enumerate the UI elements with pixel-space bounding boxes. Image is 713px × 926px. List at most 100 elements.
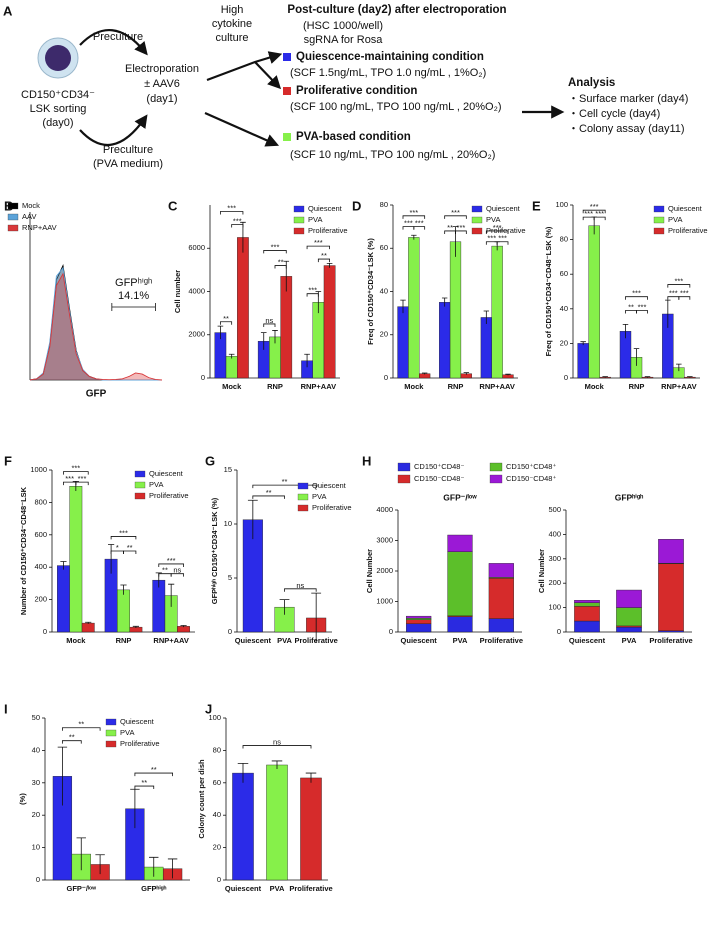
significance-label: **	[78, 720, 84, 729]
preculture-label: (PVA medium)	[93, 158, 163, 170]
x-tick-label: Quiescent	[569, 636, 606, 645]
error-bar	[400, 299, 406, 314]
significance-label: ***	[415, 219, 424, 228]
x-tick-label: RNP+AAV	[479, 382, 515, 391]
significance-label: ***	[71, 464, 80, 473]
error-bar	[85, 621, 92, 624]
error-bar	[168, 583, 175, 607]
legend-label: Proliferative	[312, 503, 352, 512]
significance-label: **	[628, 303, 634, 312]
significance-label: ns	[296, 581, 304, 590]
significance-label: ***	[457, 223, 466, 232]
y-tick-label: 200	[548, 578, 561, 587]
x-tick-label: RNP	[116, 636, 132, 645]
significance-label: **	[141, 778, 147, 787]
significance-label: ***	[493, 223, 502, 232]
x-tick-label: Quiescent	[401, 636, 438, 645]
condition-detail: (SCF 10 ng/mL, TPO 100 ng/mL , 20%O₂)	[290, 149, 495, 161]
error-bar	[108, 544, 115, 574]
y-axis-label: Freq of CD150⁺CD34⁻LSK (%)	[366, 238, 375, 345]
significance-bracket	[123, 550, 137, 554]
stacked-bar-segment	[658, 539, 684, 564]
stacked-bar-segment	[447, 551, 473, 617]
y-tick-label: 6000	[188, 243, 205, 252]
legend-label: CD150⁺CD48⁻	[414, 462, 464, 471]
y-tick-label: 200	[34, 595, 47, 604]
y-tick-label: 400	[548, 529, 561, 538]
error-bar	[237, 762, 249, 783]
significance-label: ***	[632, 289, 641, 298]
significance-bracket	[636, 310, 648, 314]
electroporation-label: ± AAV6	[144, 78, 180, 90]
panel-letter: F	[4, 453, 12, 468]
significance-label: ***	[498, 234, 507, 243]
condition-detail: (SCF 100 ng/mL, TPO 100 ng/mL , 20%O₂)	[290, 101, 502, 113]
significance-label: *	[116, 543, 119, 552]
significance-label: ***	[119, 528, 128, 537]
stacked-bar-segment	[447, 534, 473, 552]
x-axis-label: GFP	[86, 389, 107, 400]
significance-label: ns	[273, 738, 281, 747]
y-tick-label: 60	[560, 269, 568, 278]
bar	[237, 237, 249, 379]
histogram-area	[29, 272, 163, 381]
legend-swatch	[653, 216, 665, 224]
error-bar	[441, 297, 448, 307]
legend-swatch	[105, 718, 117, 726]
significance-bracket	[496, 241, 509, 245]
panel-letter: H	[362, 453, 371, 468]
legend-label: RNP+AAV	[22, 223, 57, 232]
significance-label: ***	[233, 216, 242, 225]
stacked-bar-segment	[574, 600, 600, 603]
legend-label: PVA	[149, 480, 163, 489]
analysis-item: ・Surface marker (day4)	[568, 93, 688, 105]
y-tick-label: 20	[213, 843, 221, 852]
legend-swatch	[489, 474, 503, 484]
significance-label: ***	[409, 208, 418, 217]
x-tick-label: RNP	[629, 382, 645, 391]
x-tick-label: PVA	[277, 636, 292, 645]
bar	[449, 241, 462, 379]
bar	[225, 356, 238, 379]
gate-value: 14.1%	[118, 290, 149, 302]
error-bar	[304, 353, 310, 368]
condition-name: Quiescence-maintaining condition	[296, 51, 484, 63]
error-bar	[580, 341, 586, 346]
bar	[266, 764, 288, 881]
arrow	[204, 111, 280, 147]
significance-bracket	[220, 321, 233, 325]
error-bar	[132, 625, 139, 628]
x-tick-label: Quiescent	[225, 884, 262, 893]
significance-label: ***	[308, 286, 317, 295]
stacked-bar-segment	[574, 620, 600, 633]
legend-swatch	[134, 492, 146, 500]
x-tick-label: Proliferative	[480, 636, 523, 645]
condition-name: PVA-based condition	[296, 131, 411, 143]
y-tick-label: 0	[384, 373, 388, 382]
y-tick-label: 40	[560, 304, 568, 313]
y-tick-label: 100	[555, 200, 568, 209]
error-bar	[311, 592, 322, 643]
stacked-bar-segment	[616, 607, 642, 627]
y-axis-label: Cell Number	[537, 549, 546, 593]
condition-swatch	[283, 53, 291, 61]
significance-label: **	[282, 477, 288, 486]
panel-letter: D	[352, 198, 361, 213]
significance-bracket	[284, 588, 317, 592]
bar	[577, 343, 589, 379]
y-tick-label: 20	[560, 338, 568, 347]
legend-label: Quiescent	[668, 204, 703, 213]
preculture-label: Preculture	[103, 144, 153, 156]
condition-detail: (SCF 1.5ng/mL, TPO 1.0 ng/mL , 1%O₂)	[290, 67, 486, 79]
x-tick-label: Mock	[66, 636, 86, 645]
y-tick-label: 60	[213, 778, 221, 787]
culture-label: culture	[215, 32, 248, 44]
condition-name: Proliferative condition	[296, 85, 417, 97]
y-tick-label: 0	[43, 627, 47, 636]
y-tick-label: 5	[228, 573, 232, 582]
y-tick-label: 500	[548, 505, 561, 514]
error-bar	[271, 760, 283, 770]
y-tick-label: 100	[208, 713, 221, 722]
panel-letter: J	[205, 701, 212, 716]
error-bar	[326, 262, 333, 268]
